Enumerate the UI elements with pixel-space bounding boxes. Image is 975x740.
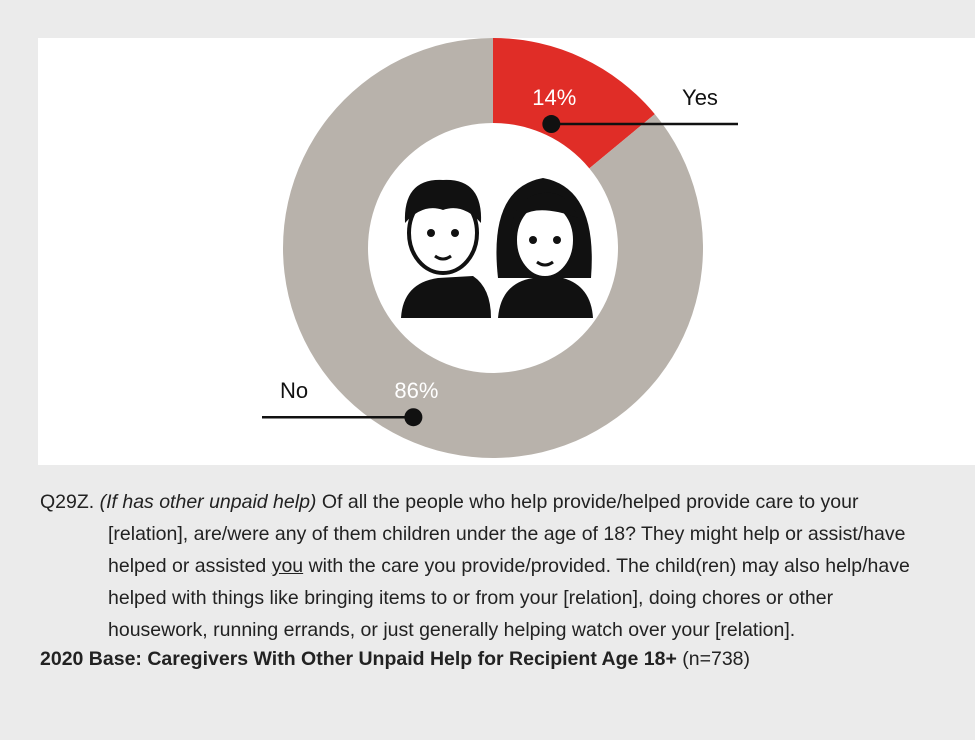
leader-dot xyxy=(542,115,561,134)
legend-label: Yes xyxy=(682,85,718,110)
question-condition: (If has other unpaid help) xyxy=(99,491,317,513)
children-icon xyxy=(401,178,593,318)
leader-dot xyxy=(404,408,423,427)
question-body: with the care you provide/provided. The … xyxy=(108,555,910,641)
value-label: 14% xyxy=(532,85,576,110)
question-text: Q29Z. (If has other unpaid help) Of all … xyxy=(40,486,930,646)
base-label: 2020 Base: Caregivers With Other Unpaid … xyxy=(40,648,677,670)
donut-slice xyxy=(283,38,703,458)
value-label: 86% xyxy=(394,378,438,403)
base-sample: (n=738) xyxy=(682,648,751,670)
question-body: Of all the people who help provide/helpe… xyxy=(108,491,906,577)
legend-label: No xyxy=(280,378,308,403)
base-note: 2020 Base: Caregivers With Other Unpaid … xyxy=(40,648,750,671)
chart: 14% Yes 86% No xyxy=(262,38,738,458)
donut-slice xyxy=(493,38,655,169)
question-number: Q29Z. xyxy=(40,491,95,513)
question-emphasis: you xyxy=(271,555,304,577)
